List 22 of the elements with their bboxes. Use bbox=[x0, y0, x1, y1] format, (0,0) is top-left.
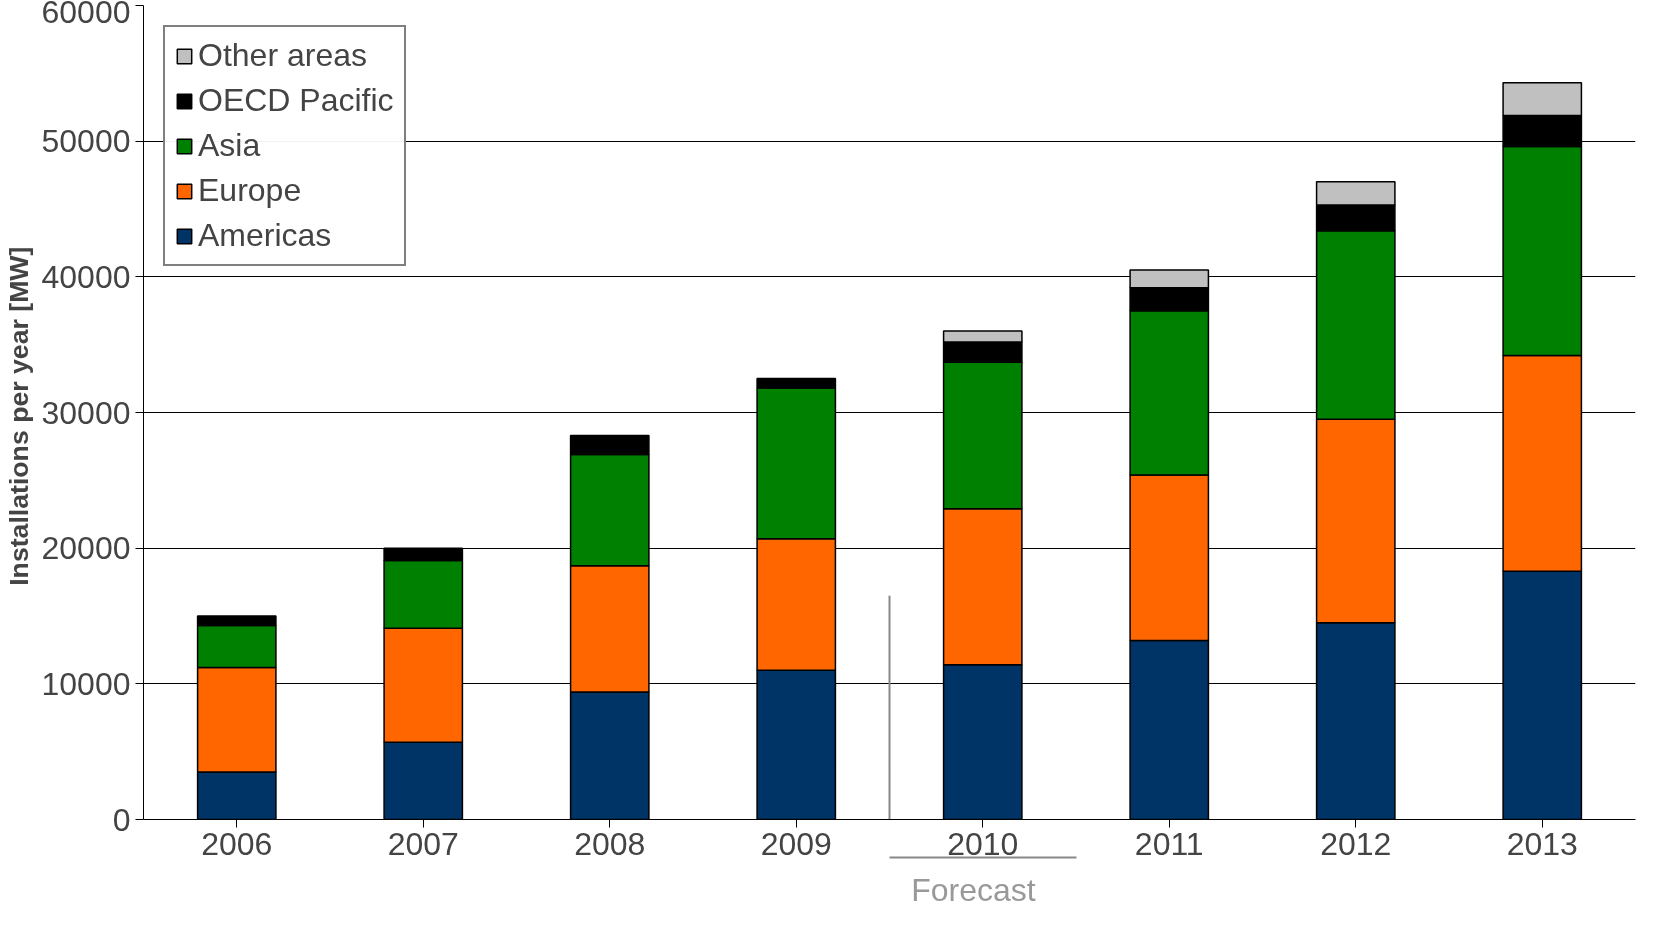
y-tick-label: 60000 bbox=[41, 0, 131, 30]
x-tick-label: 2008 bbox=[574, 825, 646, 862]
x-tick-label: 2011 bbox=[1134, 825, 1204, 862]
legend-label: OECD Pacific bbox=[198, 82, 394, 119]
y-tick-label: 50000 bbox=[41, 123, 131, 160]
x-tick-label: 2007 bbox=[387, 825, 459, 862]
y-tick-label: 40000 bbox=[41, 258, 131, 295]
x-tick-label: 2009 bbox=[760, 825, 832, 862]
x-tick-label: 2012 bbox=[1320, 825, 1392, 862]
legend-label: Asia bbox=[198, 127, 261, 164]
y-tick-label: 20000 bbox=[41, 530, 131, 567]
legend-label: Americas bbox=[198, 217, 332, 254]
y-tick-label: 10000 bbox=[41, 665, 131, 702]
ref-line-label: Forecast bbox=[911, 871, 1036, 908]
legend-label: Europe bbox=[198, 172, 302, 209]
y-axis-title: Installations per year [MW] bbox=[3, 246, 34, 586]
y-tick-label: 0 bbox=[112, 801, 131, 838]
x-tick-label: 2013 bbox=[1506, 825, 1578, 862]
y-tick-label: 30000 bbox=[41, 394, 131, 431]
x-tick-label: 2010 bbox=[947, 825, 1019, 862]
x-tick-label: 2006 bbox=[201, 825, 273, 862]
legend-label: Other areas bbox=[198, 37, 367, 74]
